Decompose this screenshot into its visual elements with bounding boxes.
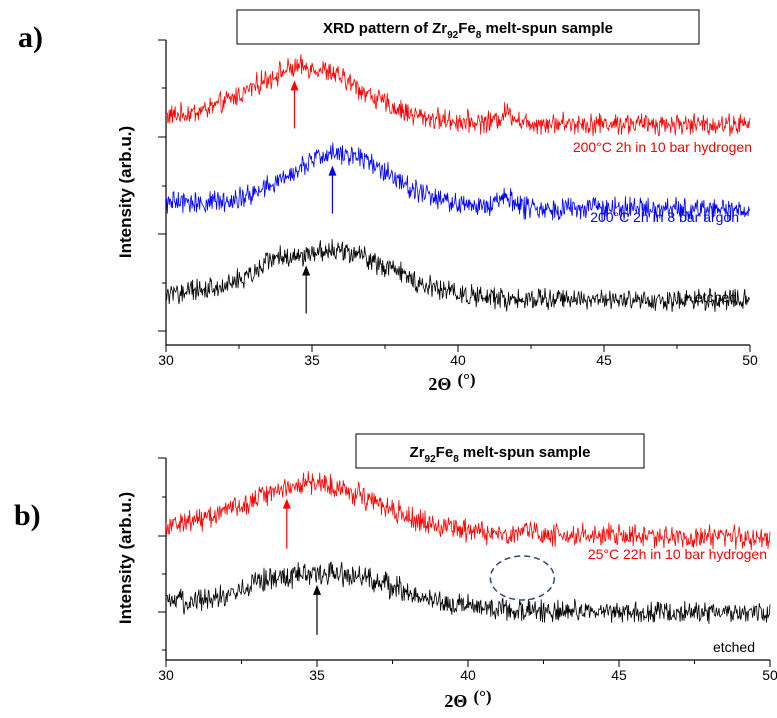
panel-b-plot-area: 25°C 22h in 10 bar hydrogen etched: [165, 471, 771, 655]
x-tick-label: 30: [158, 667, 174, 683]
panel-a-title-box: [236, 9, 700, 45]
panel-b-y-ticks: [158, 457, 166, 651]
panel-b-title: Zr92Fe8 melt-spun sample: [410, 444, 591, 465]
x-tick-label: 35: [309, 667, 325, 683]
panel-a-plot-area: 200°C 2h in 10 bar hydrogen 200°C 2h in 8…: [165, 54, 752, 314]
panel-b-title-box: [355, 433, 645, 469]
series-line: [165, 54, 751, 137]
x-tick-label: 45: [596, 352, 612, 368]
annotation-ellipse: [489, 555, 556, 601]
panel-b-x-label: 2Θ (°): [444, 687, 491, 711]
x-tick-label: 50: [762, 667, 777, 683]
panel-a: a) XRD pattern of Zr92Fe8 melt-spun samp…: [18, 9, 758, 394]
series-line: [165, 239, 750, 312]
x-tick-label: 45: [611, 667, 627, 683]
x-tick-label: 40: [450, 352, 466, 368]
panel-b-x-ticks: 30 35 40 45 50: [158, 660, 777, 683]
panel-a-y-label: Intensity (arb.u.): [116, 126, 135, 258]
x-tick-label: 35: [304, 352, 320, 368]
panel-a-x-ticks: 30 35 40 45 50: [158, 345, 758, 368]
panel-a-y-ticks: [158, 39, 166, 332]
panel-b: b) Zr92Fe8 melt-spun sample 30 35 40 45 50 I…: [14, 433, 777, 711]
x-tick-label: 40: [460, 667, 476, 683]
series-line: [165, 471, 771, 551]
x-tick-label: 30: [158, 352, 174, 368]
panel-a-label: a): [18, 21, 43, 54]
peak-arrow-head: [313, 584, 321, 595]
series-line: [165, 561, 771, 625]
x-tick-label: 50: [742, 352, 758, 368]
panel-b-label: b): [14, 499, 41, 532]
peak-arrow-head: [282, 498, 291, 509]
panel-a-x-label: 2Θ (°): [428, 370, 475, 394]
panel-a-title: XRD pattern of Zr92Fe8 melt-spun sample: [323, 20, 613, 41]
peak-arrow-head: [302, 265, 311, 276]
series-label: etched: [695, 289, 737, 305]
series-label: 200°C 2h in 10 bar hydrogen: [573, 139, 752, 155]
peak-arrow-head: [290, 80, 299, 91]
series-line: [165, 142, 751, 222]
series-label: etched: [713, 639, 755, 655]
panel-b-y-label: Intensity (arb.u.): [116, 492, 135, 624]
series-label: 25°C 22h in 10 bar hydrogen: [588, 546, 767, 562]
series-label: 200°C 2h in 8 bar argon: [590, 209, 739, 225]
peak-arrow-head: [328, 165, 337, 176]
